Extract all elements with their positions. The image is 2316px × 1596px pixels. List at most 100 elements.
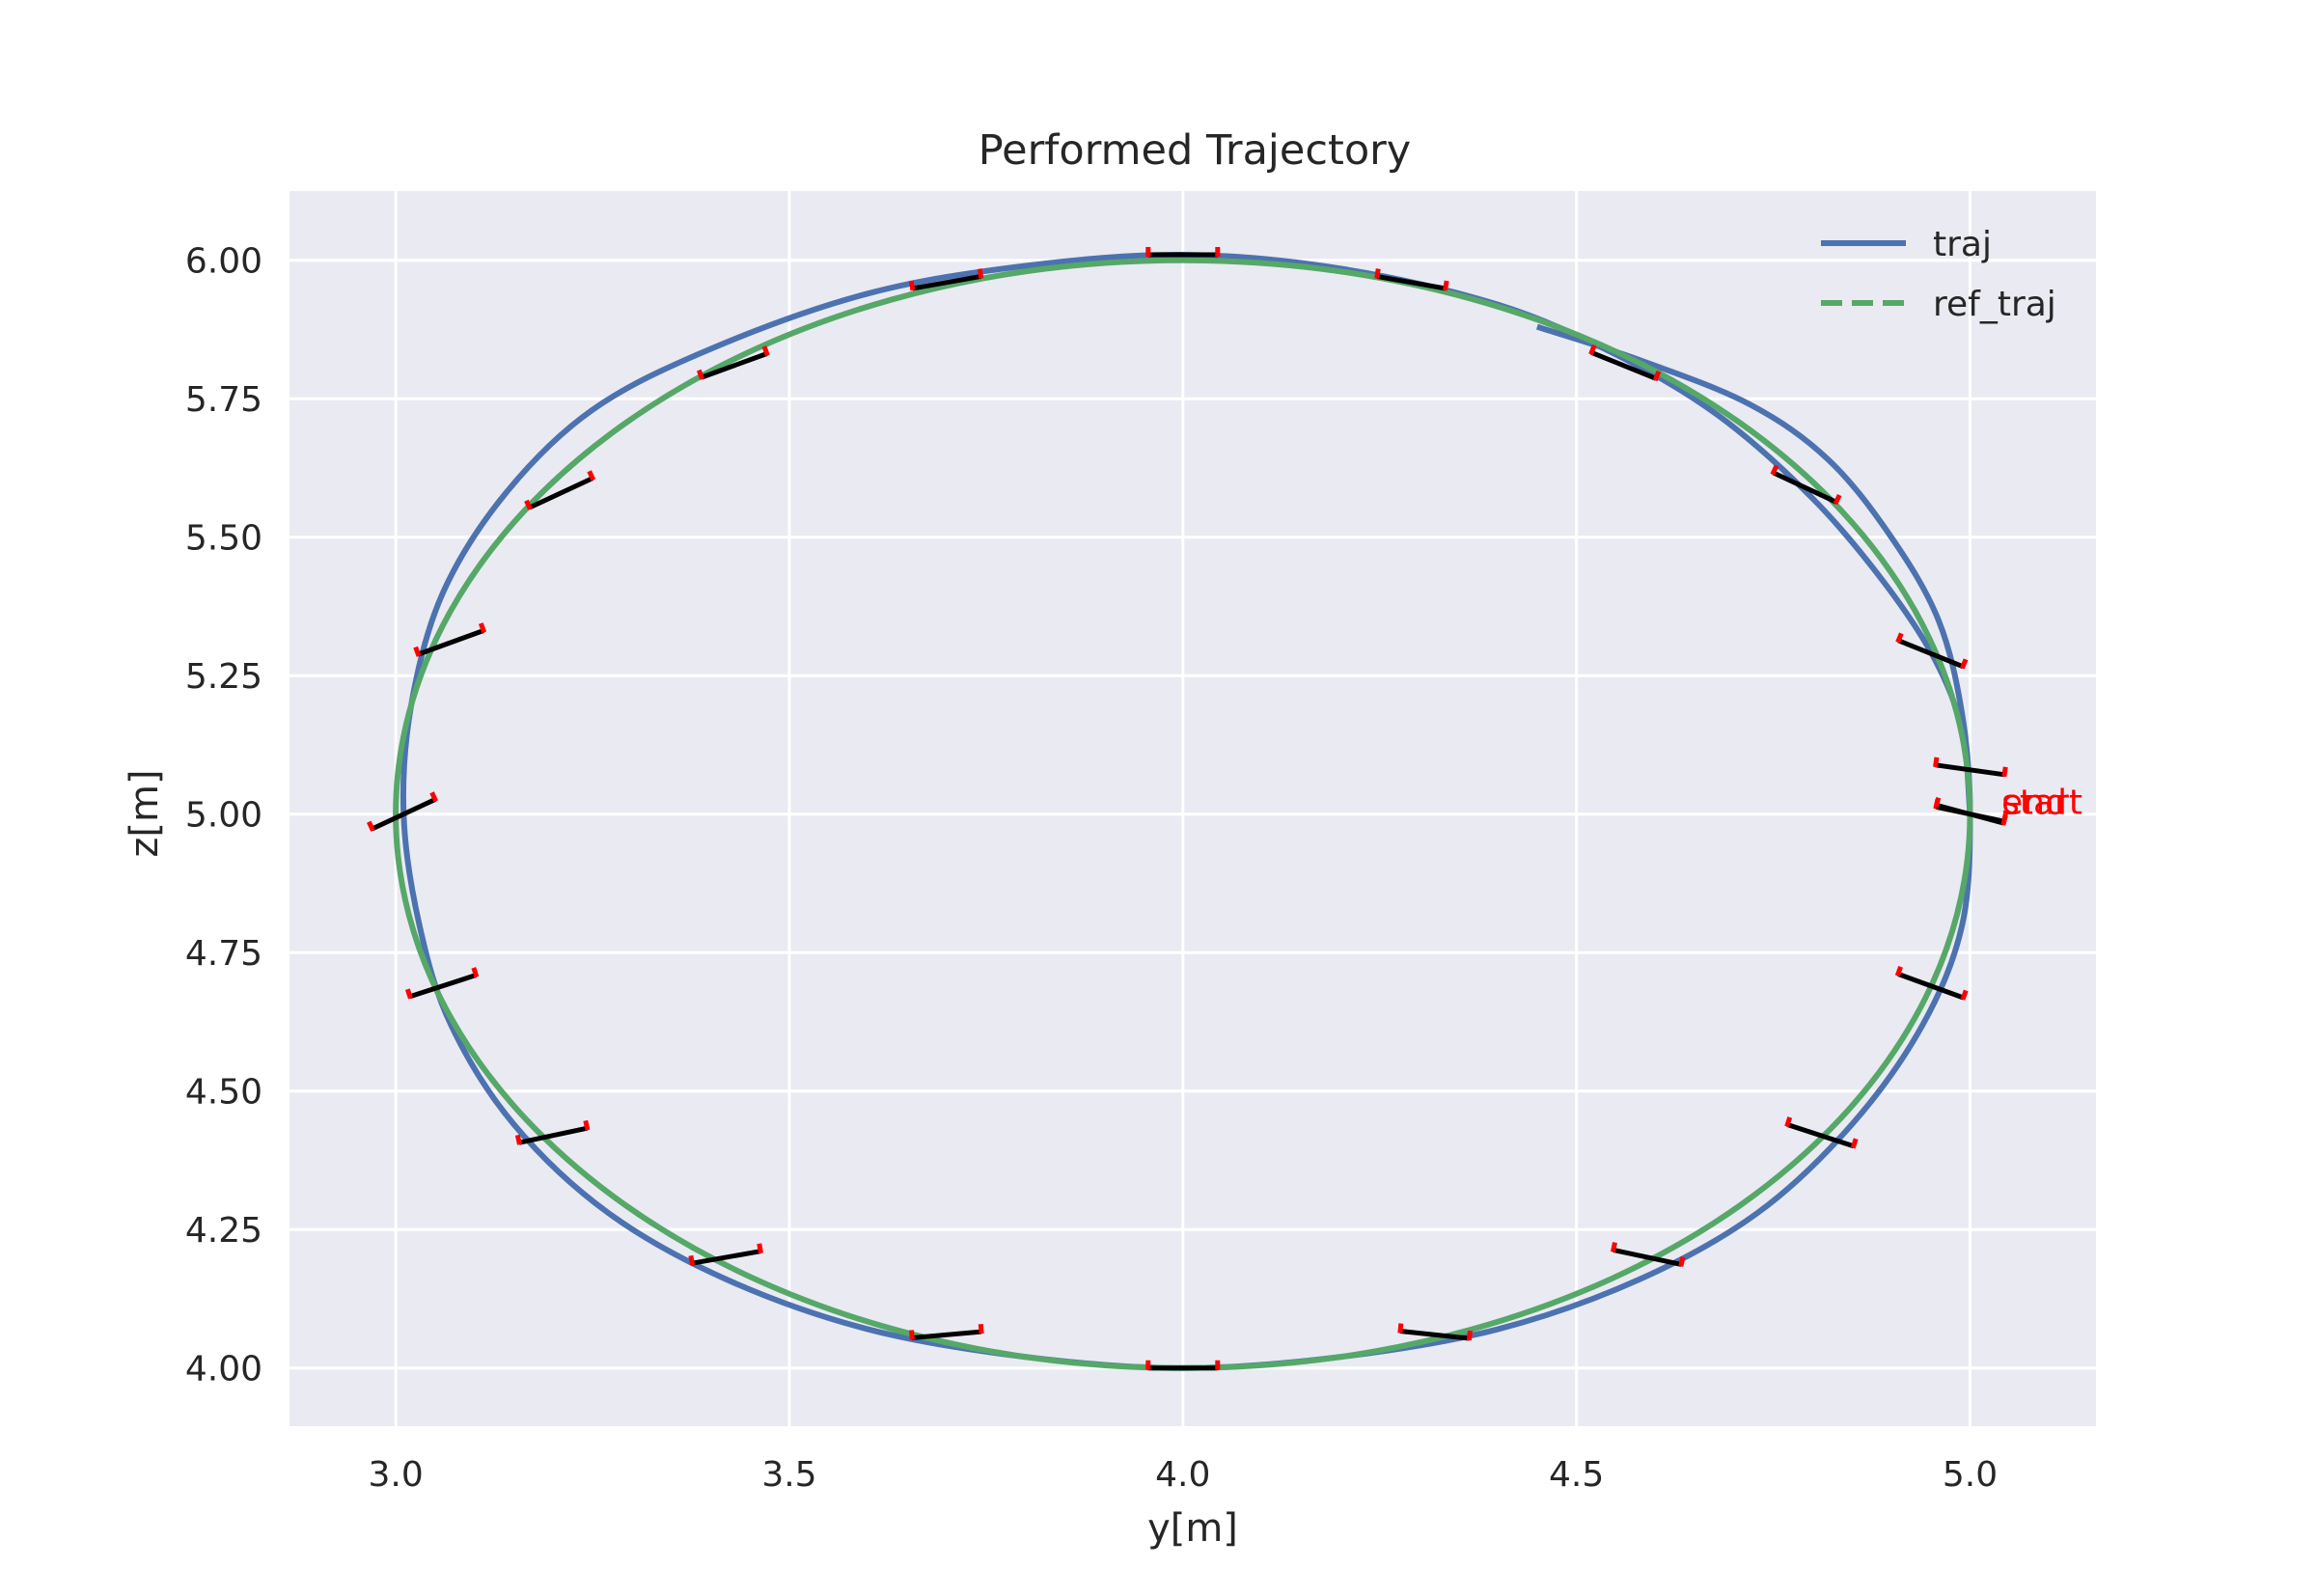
- attitude-marker: [1784, 1116, 1859, 1149]
- plot-area-background: [290, 191, 2096, 1426]
- y-tick-label: 4.25: [185, 1211, 262, 1251]
- marker-tip-right: [583, 1119, 591, 1131]
- marker-tip-right: [1960, 989, 1969, 1001]
- attitude-marker: [1933, 757, 2008, 778]
- y-tick-label: 6.00: [185, 242, 262, 282]
- attitude-marker: [908, 268, 984, 291]
- tick-labels: 3.0 3.5 4.0 4.5 5.0 4.00 4.25 4.50 4.75 5.00 5.25 5…: [185, 242, 1998, 1495]
- attitude-marker: [1588, 344, 1662, 382]
- marker-body: [371, 797, 436, 832]
- y-tick-label: 5.75: [185, 380, 262, 420]
- marker-body: [1897, 972, 1965, 1001]
- marker-tip-left: [1933, 797, 1942, 809]
- attitude-marker: [404, 967, 480, 1000]
- annotation-label: start: [2001, 784, 2082, 823]
- marker-tip-right: [471, 967, 480, 978]
- marker-tip-left: [1588, 344, 1597, 356]
- marker-tip-right: [478, 622, 487, 634]
- marker-tip-right: [761, 345, 770, 357]
- attitude-marker: [1895, 632, 1969, 670]
- marker-tip-left: [909, 1330, 915, 1340]
- marker-body: [1399, 1329, 1470, 1341]
- marker-tip-left: [1895, 632, 1904, 644]
- marker-tip-right: [429, 791, 439, 803]
- attitude-marker: [1145, 247, 1221, 258]
- attitude-marker: [1610, 1242, 1686, 1267]
- marker-body: [1590, 350, 1657, 381]
- marker-tip-left: [1894, 965, 1903, 977]
- x-tick-label: 5.0: [1943, 1455, 1998, 1495]
- marker-tip-left: [1397, 1323, 1404, 1334]
- x-tick-label: 4.5: [1549, 1455, 1604, 1495]
- attitude-marker: [688, 1243, 763, 1266]
- marker-tip-right: [587, 470, 596, 482]
- marker-tip-right: [1678, 1256, 1686, 1267]
- marker-tip-left: [688, 1254, 696, 1266]
- attitude-marker: [1894, 965, 1969, 1001]
- marker-body: [1897, 638, 1965, 670]
- marker-tip-left: [1610, 1242, 1617, 1252]
- marker-tip-right: [977, 268, 984, 279]
- attitude-markers: [367, 247, 2008, 1371]
- marker-body: [701, 351, 768, 380]
- marker-tip-right: [1442, 280, 1449, 291]
- y-tick-label: 5.50: [185, 519, 262, 559]
- y-tick-label: 4.00: [185, 1350, 262, 1390]
- x-tick-label: 3.0: [368, 1455, 423, 1495]
- y-tick-label: 4.50: [185, 1073, 262, 1113]
- x-tick-label: 4.0: [1155, 1455, 1210, 1495]
- attitude-marker: [696, 345, 770, 380]
- attitude-marker: [524, 470, 596, 510]
- attitude-marker: [1374, 268, 1449, 291]
- marker-body: [1786, 1122, 1855, 1149]
- marker-tip-right: [1960, 658, 1969, 670]
- marker-body: [912, 1329, 982, 1340]
- marker-tip-left: [1933, 757, 1940, 768]
- legend: traj ref_traj: [1821, 225, 2056, 324]
- marker-body: [1935, 762, 2005, 778]
- marker-tip-right: [757, 1243, 763, 1254]
- marker-tip-right: [1466, 1330, 1473, 1341]
- marker-tip-right: [1652, 370, 1662, 382]
- marker-tip-left: [514, 1134, 522, 1145]
- marker-tip-right: [1833, 493, 1842, 506]
- y-tick-label: 5.25: [185, 657, 262, 697]
- marker-body: [1613, 1248, 1682, 1267]
- marker-tip-right: [978, 1323, 984, 1335]
- y-tick-label: 4.75: [185, 934, 262, 974]
- marker-body: [417, 628, 484, 657]
- marker-body: [518, 1125, 588, 1145]
- attitude-marker: [413, 622, 487, 657]
- y-axis-label: z[m]: [123, 769, 167, 857]
- attitude-marker: [909, 1323, 984, 1340]
- marker-tip-right: [2000, 814, 2008, 826]
- annotation-label: end: [2001, 784, 2067, 823]
- marker-body: [1936, 803, 2004, 826]
- x-axis-label: y[m]: [1147, 1506, 1238, 1551]
- marker-tip-left: [404, 988, 413, 1000]
- chart-title: Performed Trajectory: [979, 126, 1412, 175]
- marker-tip-left: [367, 820, 375, 832]
- x-tick-label: 3.5: [761, 1455, 816, 1495]
- marker-body: [1376, 273, 1447, 291]
- marker-body: [691, 1249, 761, 1266]
- attitude-marker: [514, 1119, 591, 1145]
- legend-label-ref-traj: ref_traj: [1933, 285, 2056, 324]
- attitude-marker: [1770, 464, 1842, 506]
- legend-label-traj: traj: [1933, 225, 1992, 264]
- attitude-marker: [1933, 797, 2008, 826]
- marker-tip-left: [696, 369, 705, 380]
- attitude-marker: [1397, 1323, 1473, 1341]
- attitude-marker: [1145, 1360, 1221, 1371]
- marker-tip-left: [1770, 464, 1779, 476]
- marker-body: [912, 273, 981, 291]
- attitude-marker: [367, 791, 439, 832]
- marker-tip-left: [1784, 1116, 1793, 1128]
- y-tick-label: 5.00: [185, 796, 262, 836]
- marker-tip-right: [1850, 1138, 1859, 1149]
- marker-tip-left: [413, 646, 422, 657]
- marker-tip-left: [908, 280, 916, 291]
- marker-body: [1772, 470, 1837, 505]
